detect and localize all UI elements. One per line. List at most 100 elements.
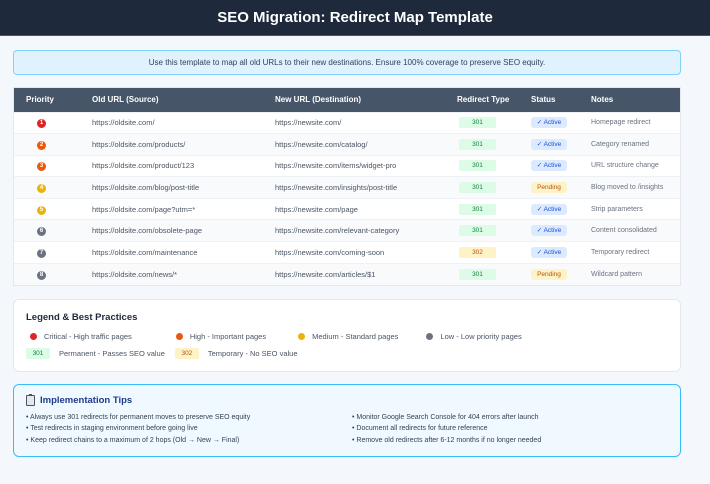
notes-cell: URL structure change [591, 162, 659, 170]
tips-column-left: • Always use 301 redirects for permanent… [26, 412, 352, 446]
type-301-badge: 301 [26, 347, 50, 359]
new-url-cell[interactable]: https://newsite.com/catalog/ [275, 139, 368, 149]
tips-column-right: • Monitor Google Search Console for 404 … [352, 412, 541, 446]
priority-cell: 5 [14, 198, 92, 220]
legend-item-critical: Critical - High traffic pages [26, 332, 132, 341]
redirect-type-badge: 302 [459, 246, 496, 258]
redirect-type-cell: 301 [457, 177, 531, 199]
table-row[interactable]: 5 https://oldsite.com/page?utm=* https://n… [14, 198, 680, 220]
tip-item: • Monitor Google Search Console for 404 … [352, 414, 539, 421]
status-cell: ✓ Active [531, 198, 591, 220]
column-header-old-url[interactable]: Old URL (Source) [92, 95, 159, 105]
page-header: SEO Migration: Redirect Map Template [0, 0, 710, 36]
status-badge: ✓ Active [531, 117, 567, 129]
tip-item: • Always use 301 redirects for permanent… [26, 414, 251, 421]
table-row[interactable]: 3 https://oldsite.com/product/123 https://… [14, 155, 680, 177]
old-url-cell[interactable]: https://oldsite.com/blog/post-title [92, 183, 200, 193]
tip-item: • Document all redirects for future refe… [352, 425, 488, 433]
old-url-cell[interactable]: https://oldsite.com/news/* [92, 269, 178, 279]
status-badge: ✓ Active [531, 138, 567, 150]
table-row[interactable]: 6 https://oldsite.com/obsolete-page https:… [14, 219, 680, 242]
priority-cell: 1 [14, 112, 92, 134]
old-url-cell[interactable]: https://oldsite.com/page?utm=* [92, 204, 196, 214]
legend-item-302: 302 Temporary - No SEO value [174, 347, 298, 359]
column-header-new-url[interactable]: New URL (Destination) [275, 95, 362, 105]
tip-item: • Remove old redirects after 6-12 months… [352, 436, 542, 444]
notes-cell: Content consolidated [591, 227, 657, 235]
table-row[interactable]: 8 https://oldsite.com/news/* https://newsi… [14, 263, 680, 285]
redirect-type-cell: 301 [457, 198, 531, 220]
table-row[interactable]: 2 https://oldsite.com/products/https://ne… [14, 133, 680, 156]
table-row[interactable]: 4 https://oldsite.com/blog/post-title http… [14, 176, 680, 199]
new-url-cell[interactable]: https://newsite.com/page [275, 204, 358, 214]
redirect-table: Priority Old URL (Source) New URL (Desti… [13, 87, 681, 286]
redirect-type-badge: 301 [459, 203, 496, 215]
redirect-type-cell: 301 [457, 220, 531, 242]
legend-priority-row: Critical - High traffic pages High - Imp… [26, 329, 668, 343]
new-url-cell[interactable]: https://newsite.com/insights/post-title [275, 183, 398, 193]
new-url-cell[interactable]: https://newsite.com/coming-soon [275, 247, 385, 257]
new-url-cell[interactable]: https://newsite.com/articles/$1 [275, 269, 376, 279]
column-header-redirect-type[interactable]: Redirect Type [457, 95, 510, 105]
priority-cell: 3 [14, 155, 92, 177]
info-banner: Use this template to map all old URLs to… [13, 50, 681, 75]
redirect-type-badge: 301 [459, 138, 496, 150]
table-row[interactable]: 7 https://oldsite.com/maintenance https://… [14, 241, 680, 264]
status-cell: ✓ Active [531, 112, 591, 134]
old-url-cell[interactable]: https://oldsite.com/products/ [92, 139, 186, 149]
legend-label: Permanent - Passes SEO value [59, 348, 165, 358]
status-cell: ✓ Active [531, 220, 591, 242]
priority-cell: 2 [14, 134, 92, 156]
status-cell: ✓ Active [531, 242, 591, 264]
legend-title: Legend & Best Practices [26, 312, 138, 323]
priority-badge: 8 [37, 270, 46, 280]
legend-panel: Legend & Best Practices Critical - High … [13, 299, 681, 372]
info-banner-text: Use this template to map all old URLs to… [148, 58, 546, 67]
priority-cell: 8 [14, 263, 92, 285]
status-cell: ✓ Active [531, 134, 591, 156]
old-url-cell[interactable]: https://oldsite.com/product/123 [92, 161, 195, 171]
redirect-type-cell: 301 [457, 134, 531, 156]
old-url-cell[interactable]: https://oldsite.com/obsolete-page [92, 226, 203, 236]
redirect-type-badge: 301 [459, 268, 496, 280]
redirect-type-badge: 301 [459, 117, 496, 129]
priority-badge: 6 [37, 227, 46, 237]
redirect-type-badge: 301 [459, 225, 496, 237]
new-url-cell[interactable]: https://newsite.com/ [275, 118, 342, 128]
critical-dot-icon [30, 332, 37, 340]
status-badge: ✓ Active [531, 203, 567, 215]
new-url-cell[interactable]: https://newsite.com/relevant-category [275, 226, 400, 236]
legend-item-low: Low - Low priority pages [422, 332, 522, 341]
legend-label: Temporary - No SEO value [207, 348, 298, 358]
status-badge: ✓ Active [531, 160, 567, 172]
legend-label: High - Important pages [189, 331, 267, 341]
old-url-cell[interactable]: https://oldsite.com/maintenance [92, 247, 198, 257]
status-badge: Pending [531, 182, 567, 194]
status-badge: ✓ Active [531, 246, 567, 258]
priority-cell: 6 [14, 220, 92, 242]
notes-cell: Category renamed [591, 140, 649, 148]
legend-label: Medium - Standard pages [312, 331, 399, 341]
column-header-notes[interactable]: Notes [591, 95, 614, 105]
column-header-status[interactable]: Status [531, 95, 556, 105]
status-cell: ✓ Active [531, 155, 591, 177]
legend-item-medium: Medium - Standard pages [294, 332, 398, 341]
legend-item-high: High - Important pages [172, 332, 266, 341]
table-row[interactable]: 1 https://oldsite.com/https://newsite.com… [14, 112, 680, 134]
tips-columns: • Always use 301 redirects for permanent… [26, 412, 668, 446]
priority-cell: 7 [14, 242, 92, 264]
redirect-type-cell: 301 [457, 112, 531, 134]
new-url-cell[interactable]: https://newsite.com/items/widget-pro [275, 161, 397, 171]
notes-cell: Blog moved to /insights [591, 184, 664, 192]
table-header-row: Priority Old URL (Source) New URL (Desti… [14, 88, 680, 112]
column-header-priority[interactable]: Priority [26, 95, 55, 105]
priority-cell: 4 [14, 177, 92, 199]
legend-type-row: 301 Permanent - Passes SEO value 302 Tem… [26, 346, 668, 360]
implementation-tips-panel: Implementation Tips • Always use 301 red… [13, 384, 681, 457]
priority-badge: 7 [37, 248, 46, 258]
low-dot-icon [426, 332, 434, 340]
old-url-cell[interactable]: https://oldsite.com/ [92, 118, 155, 128]
medium-dot-icon [298, 332, 306, 340]
notes-cell: Wildcard pattern [591, 270, 642, 278]
notes-cell: Strip parameters [591, 205, 643, 213]
